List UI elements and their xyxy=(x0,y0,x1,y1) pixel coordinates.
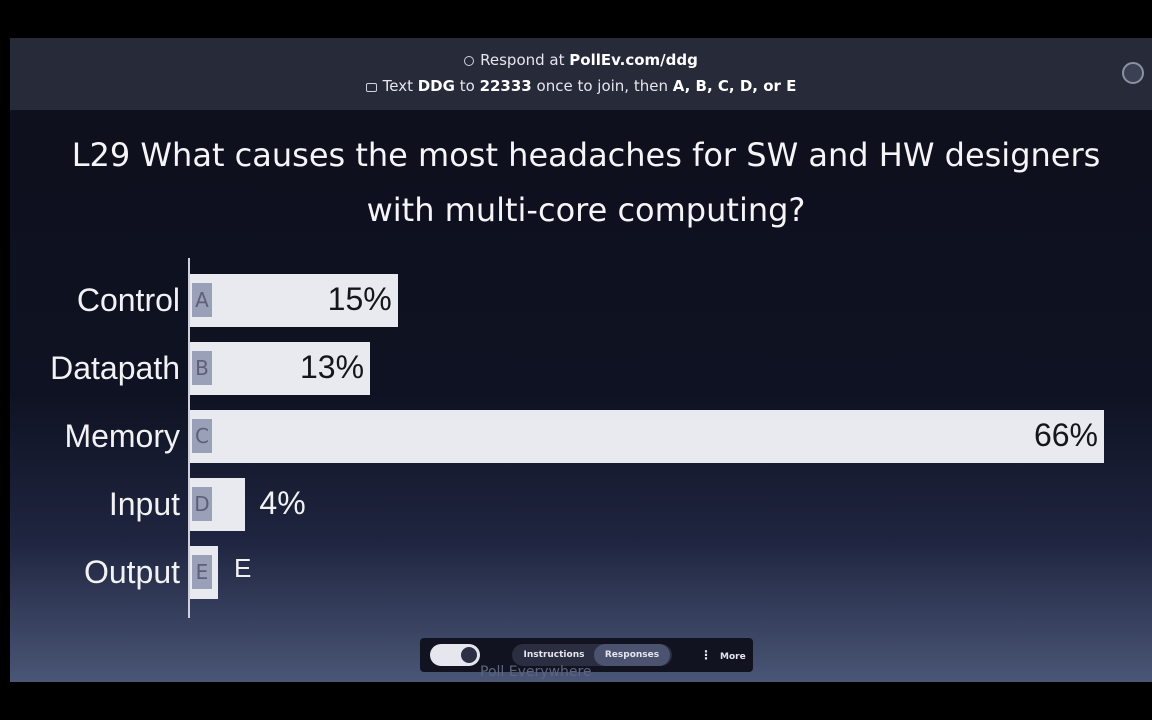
text-prefix: Text xyxy=(382,77,418,95)
option-letter-outside-e: E xyxy=(234,553,252,583)
poll-screen: Respond at PollEv.com/ddg Text DDG to 22… xyxy=(10,38,1152,682)
value-label-control: 15% xyxy=(327,281,392,317)
text-middle: to xyxy=(454,77,480,95)
category-label-memory: Memory xyxy=(64,418,180,454)
text-options: A, B, C, D, or E xyxy=(672,77,797,95)
value-label-datapath: 13% xyxy=(299,349,365,385)
more-label: More xyxy=(720,652,746,662)
toggle-knob xyxy=(461,647,477,663)
more-button[interactable]: ⋮ More xyxy=(700,644,746,666)
presenter-controls: Instructions Responses ⋮ More xyxy=(420,638,753,672)
instructions-bar: Respond at PollEv.com/ddg Text DDG to 22… xyxy=(10,38,1152,110)
globe-icon xyxy=(464,56,475,66)
sms-icon xyxy=(365,83,377,92)
text-keyword: DDG xyxy=(417,77,455,95)
presenter-icon[interactable] xyxy=(1122,62,1144,84)
text-line: Text DDG to 22333 once to join, then A, … xyxy=(10,77,1152,95)
response-toggle[interactable] xyxy=(430,644,480,666)
bar-datapath xyxy=(190,342,371,395)
poll-bar-chart: Control A 15% Datapath B 13% Memory C 66% Input D 4… xyxy=(10,38,1152,682)
tab-instructions[interactable]: Instructions xyxy=(523,650,585,660)
text-number: 22333 xyxy=(479,77,532,95)
bar-control xyxy=(190,274,398,327)
category-label-output: Output xyxy=(83,554,180,590)
category-label-datapath: Datapath xyxy=(50,350,180,386)
category-label-control: Control xyxy=(76,282,180,318)
view-tabs: Instructions Responses xyxy=(512,644,672,666)
option-letter-e: E xyxy=(192,555,212,589)
category-label-input: Input xyxy=(108,486,180,522)
option-letter-a: A xyxy=(192,283,212,317)
vertical-dots-icon: ⋮ xyxy=(700,648,712,662)
bar-memory xyxy=(190,410,1104,463)
option-letter-d: D xyxy=(192,487,212,521)
chart-axis-line xyxy=(188,258,190,618)
tab-responses[interactable]: Responses xyxy=(594,644,670,666)
respond-line: Respond at PollEv.com/ddg xyxy=(10,51,1152,69)
value-label-memory: 66% xyxy=(1033,417,1098,453)
value-label-input: 4% xyxy=(259,485,306,521)
option-letter-b: B xyxy=(192,351,212,385)
respond-url[interactable]: PollEv.com/ddg xyxy=(569,51,698,69)
text-suffix: once to join, then xyxy=(531,77,673,95)
question-title: L29 What causes the most headaches for S… xyxy=(71,136,1101,229)
footer-brand: Poll Everywhere xyxy=(480,664,592,680)
option-letter-c: C xyxy=(192,419,212,453)
respond-prefix: Respond at xyxy=(480,51,570,69)
